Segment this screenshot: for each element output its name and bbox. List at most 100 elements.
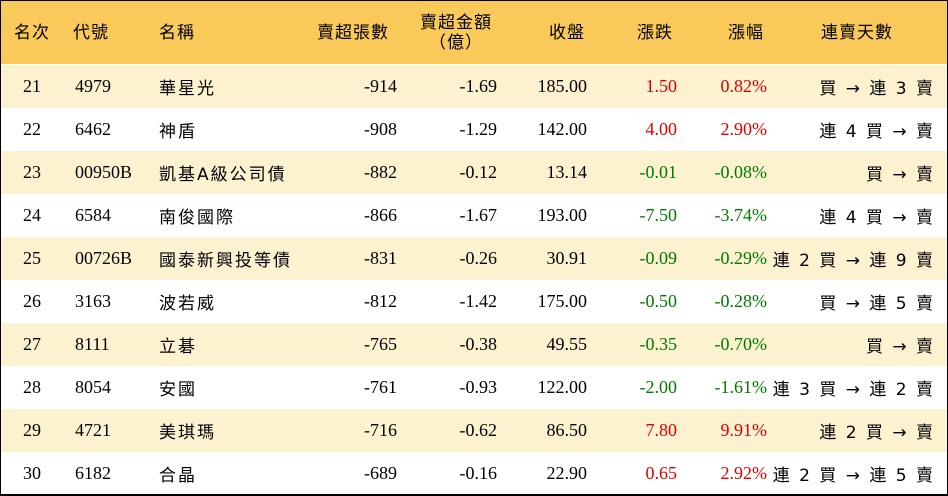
table-row: 29 4721 美琪瑪 -716 -0.62 86.50 7.80 9.91% 連 2 買 → … — [1, 409, 947, 452]
table-bottom-border — [1, 494, 947, 495]
table-row: 23 00950B 凱基A級公司債 -882 -0.12 13.14 -0.01 -0.08%… — [1, 151, 947, 194]
cell-rank: 27 — [23, 334, 41, 354]
cell-change: -0.35 — [639, 334, 678, 354]
cell-close: 22.90 — [546, 463, 588, 483]
cell-net-sell-amount: -0.26 — [459, 248, 498, 268]
cell-name: 波若威 — [159, 294, 216, 314]
cell-change: -0.01 — [639, 162, 678, 182]
cell-name: 凱基A級公司債 — [159, 165, 287, 185]
cell-net-sell-amount: -1.67 — [459, 205, 498, 225]
cell-close: 185.00 — [537, 76, 588, 96]
header-close: 收盤 — [549, 22, 585, 43]
cell-net-sell-count: -831 — [364, 248, 397, 268]
cell-net-sell-count: -689 — [364, 463, 397, 483]
cell-net-sell-amount: -0.16 — [459, 463, 498, 483]
cell-change: 1.50 — [645, 76, 678, 96]
cell-net-sell-amount: -1.69 — [459, 76, 498, 96]
cell-close: 122.00 — [537, 377, 588, 397]
cell-net-sell-count: -765 — [364, 334, 397, 354]
cell-change-pct: 2.90% — [720, 119, 768, 139]
table-row: 30 6182 合晶 -689 -0.16 22.90 0.65 2.92% 連 2 買 → 連… — [1, 452, 947, 495]
cell-close: 142.00 — [537, 119, 588, 139]
cell-name: 華星光 — [159, 79, 216, 99]
table-row: 21 4979 華星光 -914 -1.69 185.00 1.50 0.82% 買 → 連 3… — [1, 65, 947, 108]
cell-change-pct: -0.29% — [714, 248, 768, 268]
cell-rank: 30 — [23, 463, 41, 483]
cell-rank: 23 — [23, 162, 41, 182]
cell-code: 3163 — [75, 291, 111, 311]
table-row: 22 6462 神盾 -908 -1.29 142.00 4.00 2.90% 連 4 買 → … — [1, 108, 947, 151]
cell-net-sell-count: -914 — [364, 76, 397, 96]
cell-code: 00950B — [75, 162, 133, 182]
cell-rank: 26 — [23, 291, 41, 311]
cell-change: 0.65 — [645, 463, 678, 483]
cell-rank: 25 — [23, 248, 41, 268]
cell-close: 86.50 — [546, 420, 588, 440]
cell-name: 安國 — [159, 380, 197, 400]
table-row: 28 8054 安國 -761 -0.93 122.00 -2.00 -1.61% 連 3 買 … — [1, 366, 947, 409]
cell-code: 4979 — [75, 76, 111, 96]
cell-change: -7.50 — [639, 205, 678, 225]
cell-close: 13.14 — [546, 162, 588, 182]
cell-change-pct: -0.08% — [714, 162, 768, 182]
cell-net-sell-count: -812 — [364, 291, 397, 311]
cell-net-sell-amount: -0.12 — [459, 162, 498, 182]
cell-net-sell-count: -866 — [364, 205, 397, 225]
cell-change: 4.00 — [645, 119, 678, 139]
cell-net-sell-count: -908 — [364, 119, 397, 139]
cell-name: 國泰新興投等債 — [159, 251, 292, 271]
cell-change-pct: 0.82% — [720, 76, 768, 96]
cell-change-pct: -0.70% — [714, 334, 768, 354]
cell-code: 8111 — [75, 334, 110, 354]
cell-consecutive-sell-days: 連 4 買 → 賣 — [819, 208, 935, 228]
cell-change-pct: -3.74% — [714, 205, 768, 225]
cell-consecutive-sell-days: 連 4 買 → 賣 — [819, 122, 935, 142]
cell-code: 8054 — [75, 377, 111, 397]
header-change-pct: 漲幅 — [728, 22, 764, 43]
cell-close: 193.00 — [537, 205, 588, 225]
cell-change-pct: -1.61% — [714, 377, 768, 397]
cell-change: -0.50 — [639, 291, 678, 311]
cell-consecutive-sell-days: 連 2 買 → 賣 — [819, 423, 935, 443]
header-net-sell-amount-line1: 賣超金額 — [420, 12, 492, 33]
table-row: 26 3163 波若威 -812 -1.42 175.00 -0.50 -0.28% 買 → 連… — [1, 280, 947, 323]
cell-consecutive-sell-days: 買 → 賣 — [865, 337, 935, 357]
header-net-sell-amount-line2: （億） — [429, 32, 483, 53]
cell-net-sell-amount: -1.42 — [459, 291, 498, 311]
cell-name: 立碁 — [159, 337, 197, 357]
cell-net-sell-count: -761 — [364, 377, 397, 397]
cell-consecutive-sell-days: 買 → 連 5 賣 — [819, 294, 935, 314]
cell-name: 美琪瑪 — [159, 423, 216, 443]
cell-change: -0.09 — [639, 248, 678, 268]
header-code: 代號 — [73, 22, 109, 43]
cell-code: 6462 — [75, 119, 111, 139]
table-row: 24 6584 南俊國際 -866 -1.67 193.00 -7.50 -3.74% 連 4 … — [1, 194, 947, 237]
cell-rank: 21 — [23, 76, 41, 96]
header-name: 名稱 — [159, 22, 195, 43]
cell-name: 南俊國際 — [159, 208, 235, 228]
cell-net-sell-amount: -0.93 — [459, 377, 498, 397]
header-net-sell-amount: 賣超金額 （億） — [414, 1, 498, 64]
header-consecutive-sell-days: 連賣天數 — [821, 22, 893, 43]
cell-rank: 29 — [23, 420, 41, 440]
cell-change-pct: -0.28% — [714, 291, 768, 311]
cell-consecutive-sell-days: 連 3 買 → 連 2 賣 — [772, 380, 935, 400]
header-change: 漲跌 — [637, 22, 673, 43]
cell-name: 神盾 — [159, 122, 197, 142]
cell-consecutive-sell-days: 連 2 買 → 連 5 賣 — [772, 466, 935, 486]
cell-consecutive-sell-days: 買 → 賣 — [865, 165, 935, 185]
header-rank: 名次 — [14, 22, 50, 43]
cell-net-sell-amount: -0.62 — [459, 420, 498, 440]
cell-change-pct: 2.92% — [720, 463, 768, 483]
cell-net-sell-count: -716 — [364, 420, 397, 440]
cell-change: 7.80 — [645, 420, 678, 440]
table-row: 25 00726B 國泰新興投等債 -831 -0.26 30.91 -0.09 -0.29%… — [1, 237, 947, 280]
cell-code: 6182 — [75, 463, 111, 483]
cell-close: 49.55 — [546, 334, 588, 354]
cell-net-sell-count: -882 — [364, 162, 397, 182]
cell-net-sell-amount: -1.29 — [459, 119, 498, 139]
cell-net-sell-amount: -0.38 — [459, 334, 498, 354]
cell-change-pct: 9.91% — [720, 420, 768, 440]
cell-code: 6584 — [75, 205, 111, 225]
